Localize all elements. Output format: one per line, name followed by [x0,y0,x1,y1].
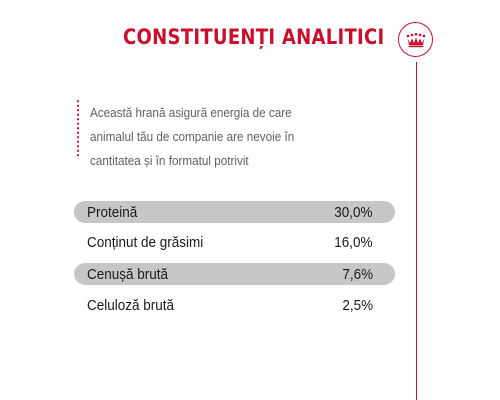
brand-logo [398,22,433,57]
nutrient-name: Conținut de grăsimi [87,233,204,251]
nutrient-name: Cenușă brută [87,265,169,283]
nutrient-row-fat: Conținut de grăsimi 16,0% [74,231,395,253]
description-text: Această hrană asigură energia de care an… [90,105,295,168]
nutrient-value: 30,0% [334,203,373,221]
nutrient-value: 7,6% [342,265,373,283]
crown-icon [406,32,425,47]
dotted-accent-line [77,99,79,159]
page-title: CONSTITUENȚI ANALITICI [123,25,385,49]
nutrient-row-ash: Cenușă brută 7,6% [74,263,395,285]
nutrient-name: Celuloză brută [87,296,175,314]
nutrient-row-fiber: Celuloză brută 2,5% [74,294,395,316]
nutrient-name: Proteină [87,203,138,221]
nutrient-row-protein: Proteină 30,0% [74,201,395,223]
nutrient-value: 2,5% [342,296,373,314]
vertical-divider-line [416,62,417,400]
nutrient-value: 16,0% [334,233,373,251]
